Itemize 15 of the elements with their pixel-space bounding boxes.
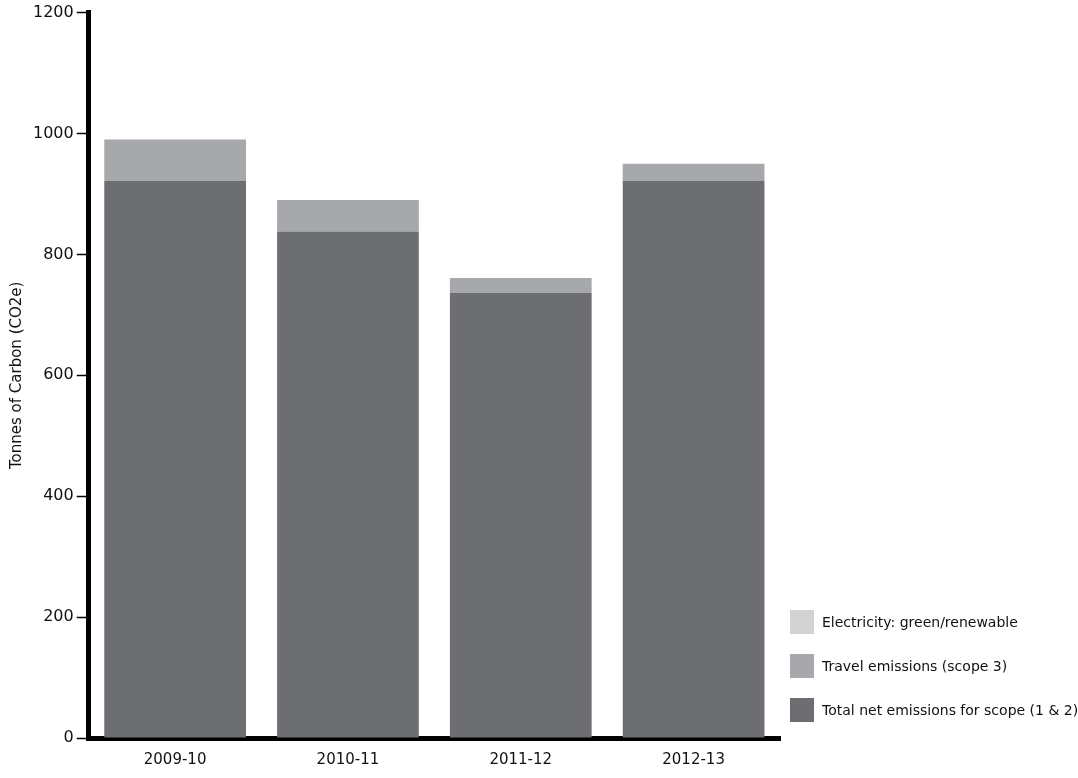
y-tick-label: 600 [43,364,74,384]
y-tick-label: 1000 [33,122,74,142]
y-tick-label: 0 [63,727,74,747]
x-tick-label: 2011-12 [489,749,553,768]
y-tick-label: 800 [43,243,74,263]
legend-label: Electricity: green/renewable [822,614,1018,630]
x-tick-label: 2009-10 [143,749,207,768]
legend-label: Travel emissions (scope 3) [822,658,1008,674]
y-axis-title: Tonnes of Carbon (CO2e) [6,281,25,470]
y-tick-label: 1200 [33,1,74,21]
y-tick-label: 400 [43,485,74,505]
y-tick-label: 200 [43,606,74,626]
x-tick-label: 2010-11 [316,749,380,768]
legend-label: Total net emissions for scope (1 & 2) [822,702,1078,718]
x-tick-label: 2012-13 [662,749,725,768]
